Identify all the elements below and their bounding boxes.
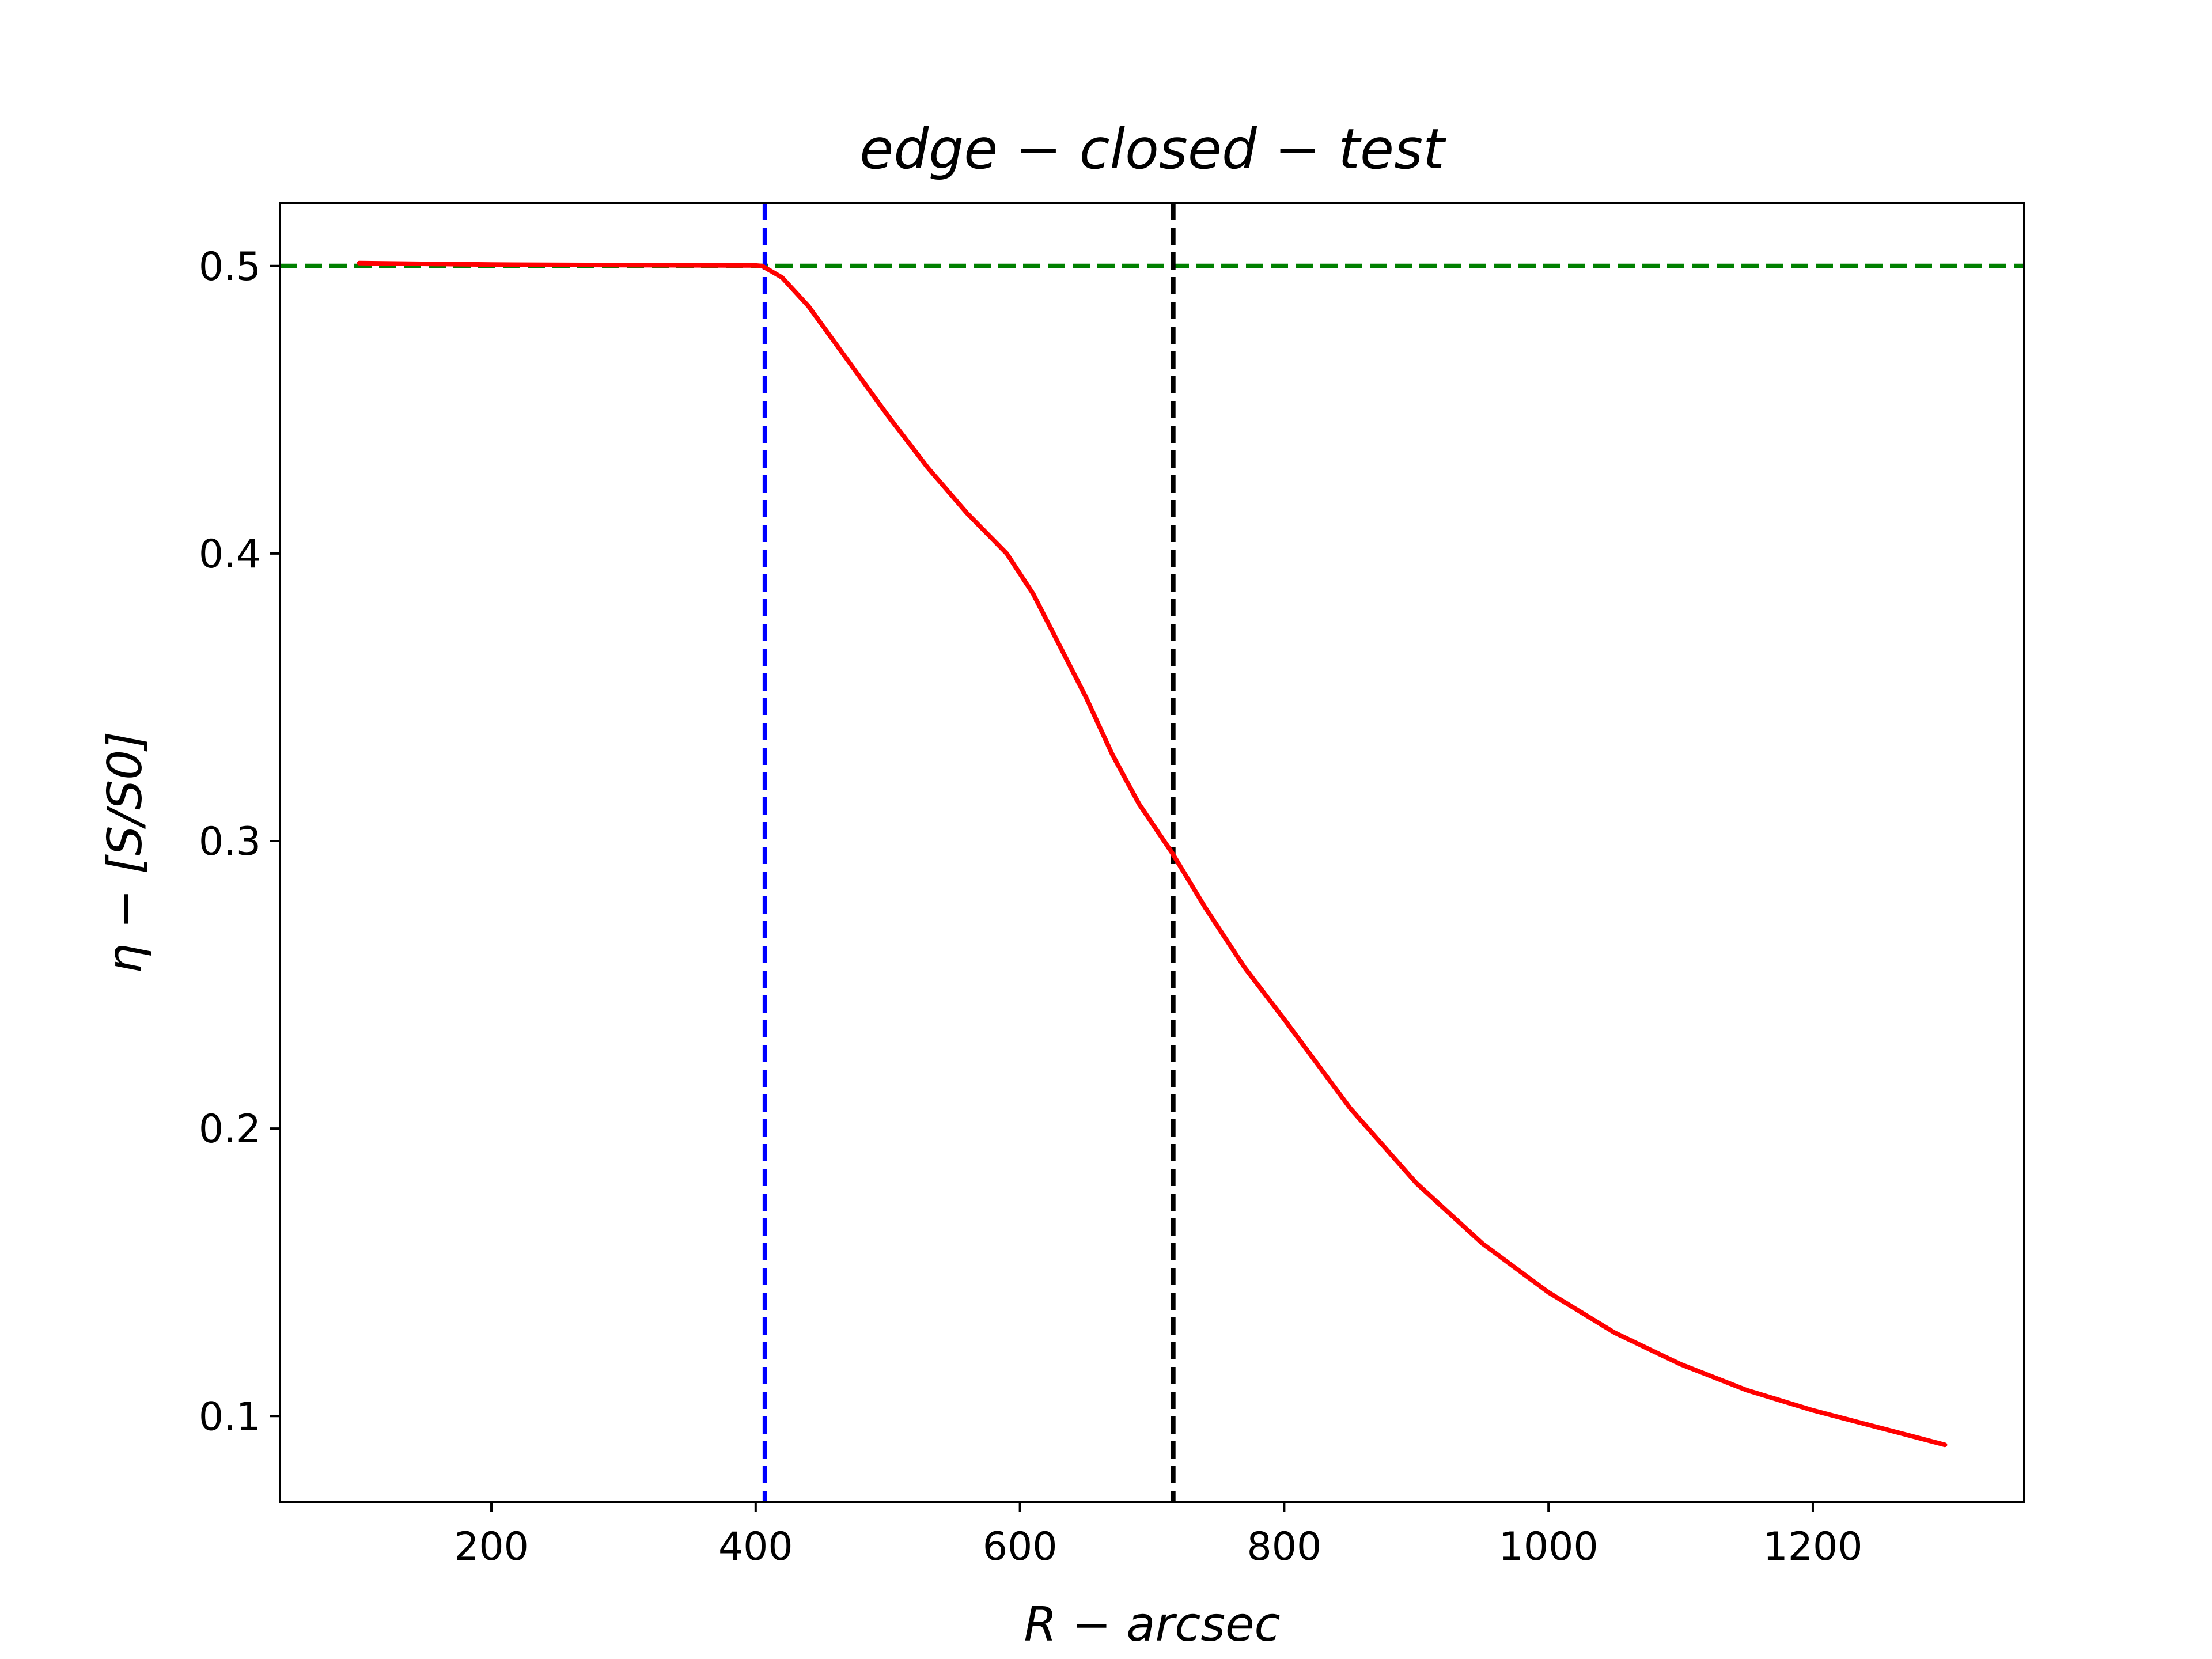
x-axis: 200 400 600 800 1000 1200 [454,1502,1863,1570]
y-tick-label: 0.3 [199,819,261,865]
y-tick-label: 0.5 [199,244,261,290]
y-tick-label: 0.1 [199,1394,261,1440]
x-tick-label: 600 [983,1524,1058,1570]
series-line-0 [357,260,1948,1448]
y-tick-label: 0.4 [199,532,261,577]
x-tick-label: 1000 [1499,1524,1599,1570]
x-axis-label: R − arcsec [1024,1597,1280,1652]
y-axis: 0.1 0.2 0.3 0.4 0.5 [199,244,280,1440]
x-tick-label: 1200 [1763,1524,1862,1570]
x-tick-label: 800 [1247,1524,1321,1570]
y-tick-label: 0.2 [199,1107,261,1152]
x-tick-label: 400 [718,1524,793,1570]
axes-frame [279,202,2025,1503]
chart-title: edge − closed − test [859,117,1446,181]
plot-area [280,203,2024,1502]
x-tick-label: 200 [454,1524,529,1570]
y-axis-label: η − [S/S0] [98,732,153,974]
